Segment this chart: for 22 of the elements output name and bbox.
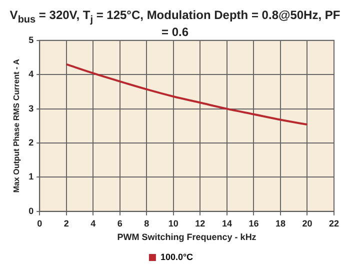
y-tick-label: 0 xyxy=(28,206,34,216)
x-tick-label: 4 xyxy=(90,218,96,228)
x-tick-label: 14 xyxy=(222,218,232,228)
x-tick-label: 10 xyxy=(168,218,178,228)
legend-label: 100.0°C xyxy=(160,252,194,262)
x-tick-label: 22 xyxy=(328,218,339,228)
y-axis-title: Max Output Phase RMS Current - A xyxy=(12,58,22,193)
x-tick-label: 12 xyxy=(195,218,206,228)
x-tick-label: 0 xyxy=(37,218,42,228)
y-tick-label: 1 xyxy=(28,172,34,182)
x-tick-label: 18 xyxy=(275,218,286,228)
x-axis-title: PWM Switching Frequency - kHz xyxy=(117,232,257,242)
y-tick-label: 5 xyxy=(28,34,34,45)
y-tick-label: 4 xyxy=(28,69,34,80)
x-tick-label: 20 xyxy=(302,218,312,228)
x-tick-label: 16 xyxy=(248,218,259,228)
x-tick-label: 8 xyxy=(144,218,150,228)
line-series xyxy=(65,63,308,126)
x-tick-label: 2 xyxy=(64,218,69,228)
x-tick-label: 6 xyxy=(117,218,122,228)
y-tick-label: 2 xyxy=(28,137,34,148)
y-tick-label: 3 xyxy=(28,103,34,114)
